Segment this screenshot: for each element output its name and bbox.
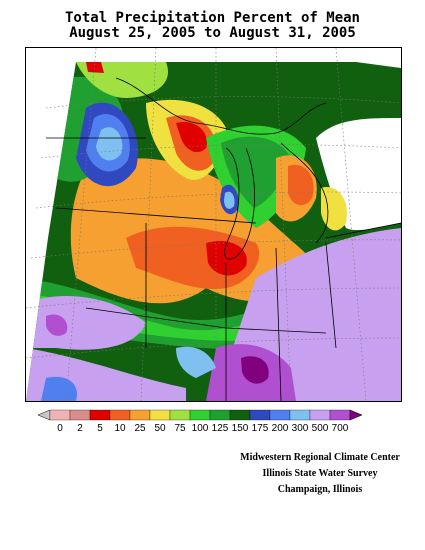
legend-swatches (38, 409, 363, 421)
legend-label: 150 (232, 423, 249, 434)
legend-label: 10 (114, 423, 126, 434)
state-boundaries (46, 77, 401, 401)
legend-label: 50 (154, 423, 166, 434)
legend-label: 500 (312, 423, 329, 434)
legend-swatch (49, 409, 71, 421)
legend-label: 125 (212, 423, 229, 434)
map-date-range: August 25, 2005 to August 31, 2005 (69, 25, 356, 41)
legend-label: 200 (272, 423, 289, 434)
legend-swatch (269, 409, 291, 421)
lat-lon-grid (26, 48, 401, 401)
credit-location: Champaign, Illinois (277, 484, 363, 495)
legend-swatch (69, 409, 91, 421)
legend-low-arrow (38, 409, 51, 421)
map-title: Total Precipitation Percent of Mean (64, 10, 360, 26)
legend-labels: 0 2 5 10 25 50 75 100 125 150 175 200 300 500 700 (57, 423, 349, 434)
legend-swatch (329, 409, 351, 421)
legend-swatch (309, 409, 331, 421)
legend-label: 700 (332, 423, 349, 434)
legend-swatch (89, 409, 111, 421)
legend-label: 5 (97, 423, 103, 434)
legend-swatch (229, 409, 251, 421)
legend-label: 75 (174, 423, 186, 434)
legend-swatch (209, 409, 231, 421)
legend-swatch (169, 409, 191, 421)
legend-label: 100 (192, 423, 209, 434)
map-frame (25, 47, 402, 402)
legend-label: 300 (292, 423, 309, 434)
legend-label: 175 (252, 423, 269, 434)
legend-high-arrow (349, 409, 363, 421)
credit-organization: Midwestern Regional Climate Center (240, 452, 400, 463)
legend-swatch (149, 409, 171, 421)
legend-label: 0 (57, 423, 63, 434)
credit-survey: Illinois State Water Survey (262, 468, 378, 479)
legend-label: 25 (134, 423, 146, 434)
precip-field (26, 62, 401, 401)
legend-swatch (109, 409, 131, 421)
legend-label: 2 (77, 423, 83, 434)
legend-swatch (289, 409, 311, 421)
legend-swatch (189, 409, 211, 421)
legend-swatch (249, 409, 271, 421)
color-legend: 0 2 5 10 25 50 75 100 125 150 175 200 300 500 700 (38, 409, 363, 434)
precipitation-map (26, 48, 401, 401)
legend-swatch (129, 409, 151, 421)
